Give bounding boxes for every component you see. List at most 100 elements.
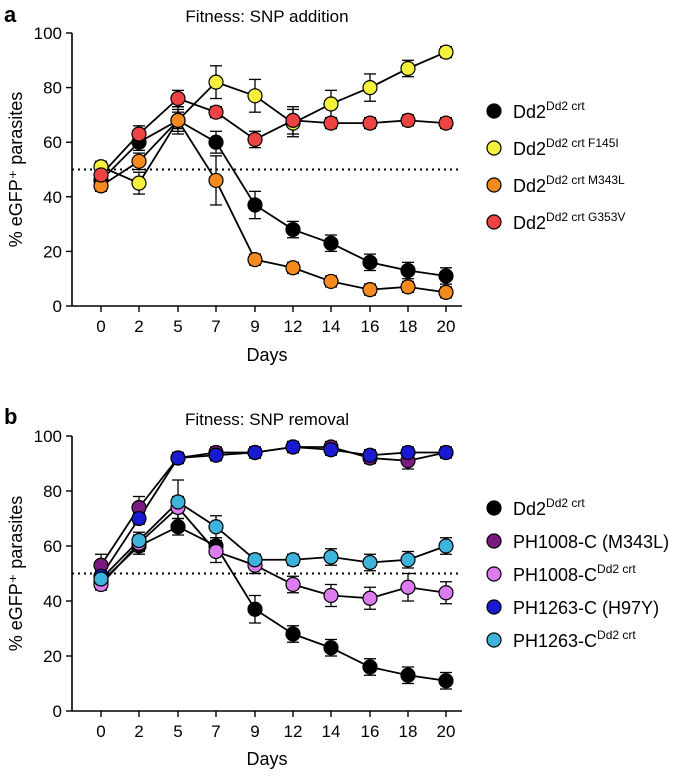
legend-entry-superscript: Dd2 crt (546, 496, 585, 510)
x-tick-label: 2 (134, 722, 143, 741)
x-axis-label: Days (246, 749, 287, 769)
data-point (247, 552, 263, 568)
data-point (438, 585, 454, 601)
data-point (285, 221, 301, 238)
data-point (362, 254, 378, 270)
legend-marker (486, 599, 502, 615)
x-tick-label: 7 (211, 722, 220, 741)
data-point (285, 626, 301, 642)
x-tick-label: 0 (96, 317, 105, 336)
legend-entry-superscript: Dd2 crt G353V (546, 210, 625, 224)
data-point (208, 134, 224, 150)
data-point (323, 640, 339, 656)
data-point (247, 601, 263, 617)
series-line-4 (100, 500, 447, 580)
data-point (285, 439, 301, 455)
data-point (285, 576, 301, 593)
series-line-3 (100, 446, 446, 577)
data-point (93, 571, 109, 587)
legend-entry-superscript: Dd2 crt (597, 562, 636, 576)
data-point (323, 442, 339, 458)
data-point (247, 251, 263, 268)
x-tick-label: 0 (96, 722, 105, 741)
series-line-2 (100, 506, 447, 600)
data-point (170, 450, 186, 466)
y-tick-label: 20 (43, 647, 62, 666)
data-point (93, 167, 109, 183)
legend-entry-name: Dd2 (513, 176, 546, 196)
x-axis-label: Days (246, 345, 287, 365)
data-point (400, 262, 416, 279)
x-tick-label: 20 (437, 722, 456, 741)
data-point (400, 579, 416, 595)
y-tick-label: 80 (43, 79, 62, 98)
legend-entry-superscript: Dd2 crt (546, 99, 585, 113)
data-point (323, 273, 339, 290)
legend-marker (486, 140, 502, 156)
y-axis-label: % eGFP⁺ parasites (6, 92, 26, 248)
data-point (247, 197, 263, 213)
data-point (208, 519, 224, 535)
chart-title: Fitness: SNP removal (185, 410, 349, 429)
data-point (208, 172, 224, 189)
series-line-1 (100, 51, 447, 185)
x-tick-label: 5 (173, 317, 182, 336)
series-line-0 (100, 525, 447, 682)
data-point (323, 235, 339, 251)
x-tick-label: 20 (437, 317, 456, 336)
data-point (323, 549, 339, 565)
y-tick-label: 100 (34, 24, 62, 43)
data-point (285, 260, 301, 276)
legend-entry-superscript: Dd2 crt M343L (546, 173, 625, 187)
data-point (362, 115, 378, 131)
legend-entry: PH1008-CDd2 crt (513, 562, 636, 585)
x-tick-label: 18 (399, 317, 418, 336)
data-point (323, 587, 339, 604)
data-point (285, 112, 301, 128)
legend-entry-name: Dd2 (513, 213, 546, 233)
legend-entry: PH1008-C (M343L) (513, 532, 669, 552)
y-tick-label: 40 (43, 188, 62, 207)
legend-entry-superscript: Dd2 crt (597, 628, 636, 642)
panel-label: a (4, 2, 17, 27)
series-line-0 (100, 119, 447, 277)
legend-entry-name: Dd2 (513, 102, 546, 122)
data-point (170, 494, 186, 510)
y-axis-label: % eGFP⁺ parasites (6, 496, 26, 652)
x-tick-label: 16 (361, 722, 380, 741)
legend-entry-superscript: Dd2 crt F145I (546, 136, 619, 150)
legend-entry: Dd2Dd2 crt M343L (513, 173, 625, 196)
x-tick-label: 2 (134, 317, 143, 336)
x-tick-label: 14 (322, 722, 341, 741)
legend-marker (486, 566, 502, 582)
data-point (131, 126, 147, 142)
legend-entry-name: PH1263-C (H97Y) (513, 598, 659, 618)
x-tick-label: 12 (284, 722, 303, 741)
legend-entry: PH1263-C (H97Y) (513, 598, 659, 618)
legend-entry: Dd2Dd2 crt F145I (513, 136, 619, 159)
data-point (247, 131, 263, 148)
legend-marker (486, 103, 502, 119)
y-tick-label: 60 (43, 133, 62, 152)
legend-marker (486, 177, 502, 193)
data-point (247, 444, 263, 461)
data-point (438, 115, 454, 131)
data-point (362, 659, 378, 675)
y-tick-label: 60 (43, 537, 62, 556)
legend-entry: Dd2Dd2 crt (513, 99, 585, 122)
data-point (400, 112, 416, 128)
data-point (438, 44, 454, 60)
data-point (131, 153, 147, 169)
data-point (362, 282, 378, 298)
data-point (131, 510, 147, 527)
data-point (323, 115, 339, 131)
x-tick-label: 7 (211, 317, 220, 336)
data-point (400, 552, 416, 568)
data-point (438, 284, 454, 300)
chart-title: Fitness: SNP addition (185, 7, 348, 26)
legend-entry-name: PH1008-C (513, 565, 597, 585)
panel-a: a Fitness: SNP addition 0 20 40 60 80 100 0 2 5 7 9 1… (4, 2, 625, 365)
